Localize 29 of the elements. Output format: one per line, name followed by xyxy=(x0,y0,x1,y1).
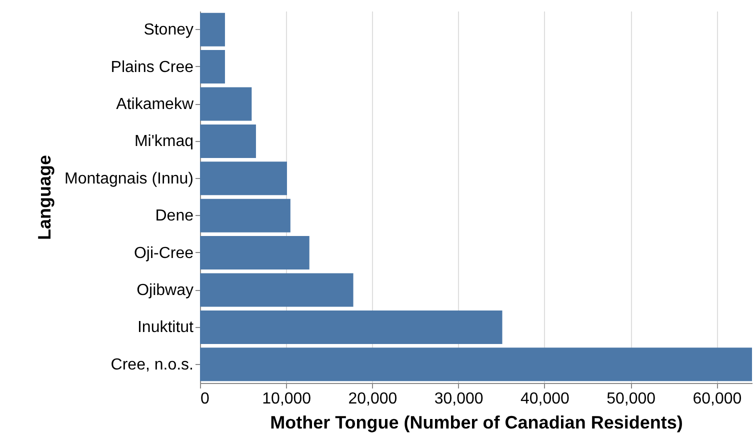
y-tick-label: Montagnais (Innu) xyxy=(64,170,194,188)
y-tick-label: Stoney xyxy=(144,22,194,39)
bar xyxy=(200,348,752,382)
x-tick-label: 10,000 xyxy=(262,390,312,408)
x-tick-label: 60,000 xyxy=(692,390,742,408)
bar xyxy=(200,162,287,196)
bar xyxy=(200,50,225,84)
y-tick-label: Ojibway xyxy=(136,282,194,299)
bar xyxy=(200,124,256,158)
bar xyxy=(200,87,252,121)
x-axis-title: Mother Tongue (Number of Canadian Residents) xyxy=(270,412,683,432)
y-tick-label: Plains Cree xyxy=(110,58,194,76)
y-tick-label: Inuktitut xyxy=(137,319,194,336)
bar xyxy=(200,310,502,344)
x-tick-label: 20,000 xyxy=(348,390,398,408)
x-tick-label: 30,000 xyxy=(434,390,484,408)
y-axis-title: Language xyxy=(34,154,55,240)
y-tick-label: Atikamekw xyxy=(116,96,194,113)
bar xyxy=(200,273,354,307)
bar xyxy=(200,12,225,46)
x-tick-label: 0 xyxy=(200,390,210,408)
x-tick-label: 40,000 xyxy=(520,390,570,408)
y-tick-label: Oji-Cree xyxy=(134,244,194,262)
y-tick-label: Mi'kmaq xyxy=(134,133,194,150)
x-tick-label: 50,000 xyxy=(606,390,656,408)
bar xyxy=(200,198,290,232)
bar xyxy=(200,236,310,270)
y-tick-label: Dene xyxy=(155,208,194,225)
y-tick-label: Cree, n.o.s. xyxy=(110,356,194,374)
